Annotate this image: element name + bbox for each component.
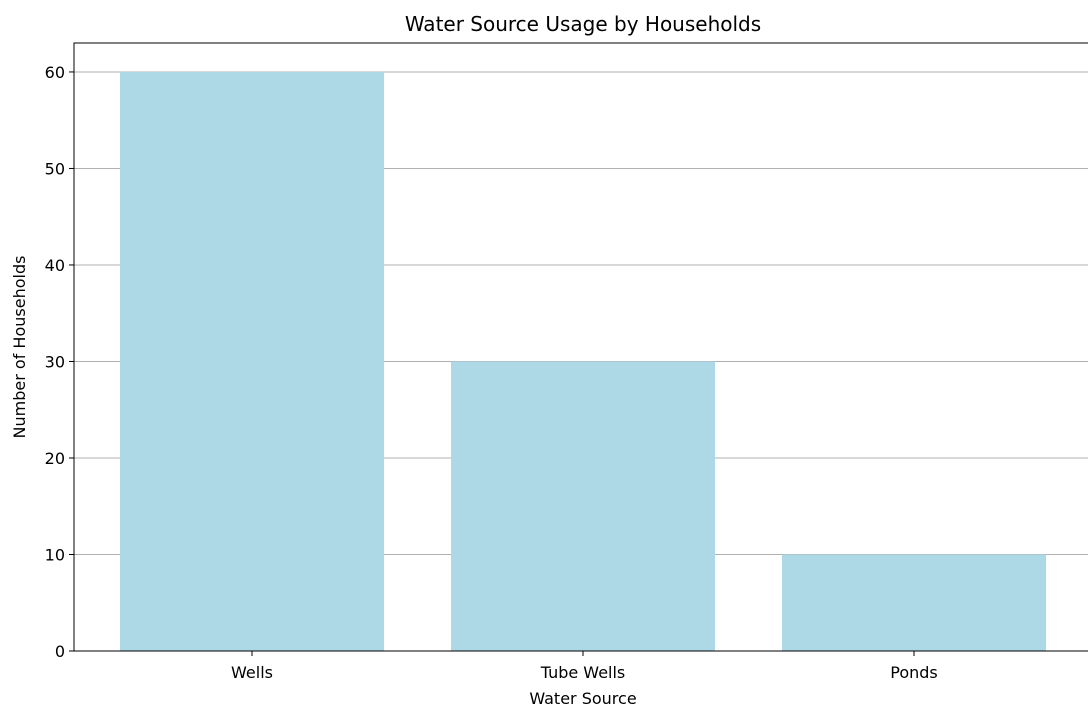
y-tick-label: 30 [45, 352, 65, 371]
x-tick-label: Ponds [890, 663, 938, 682]
bar-tube-wells [451, 361, 715, 651]
y-axis-ticks: 0 10 20 30 40 50 60 [45, 63, 74, 661]
y-axis-label: Number of Households [10, 256, 29, 439]
x-tick-label: Tube Wells [540, 663, 626, 682]
bar-ponds [782, 554, 1046, 651]
y-tick-label: 0 [55, 642, 65, 661]
chart-title: Water Source Usage by Households [405, 12, 761, 36]
y-tick-label: 40 [45, 256, 65, 275]
y-tick-label: 20 [45, 449, 65, 468]
plot-frame [73, 42, 1088, 651]
x-axis-label: Water Source [529, 689, 636, 707]
y-tick-label: 50 [45, 159, 65, 178]
y-tick-label: 60 [45, 63, 65, 82]
x-axis-ticks: Wells Tube Wells Ponds [231, 651, 938, 682]
y-tick-label: 10 [45, 545, 65, 564]
x-tick-label: Wells [231, 663, 273, 682]
bars [120, 71, 1046, 651]
bar-wells [120, 71, 384, 651]
